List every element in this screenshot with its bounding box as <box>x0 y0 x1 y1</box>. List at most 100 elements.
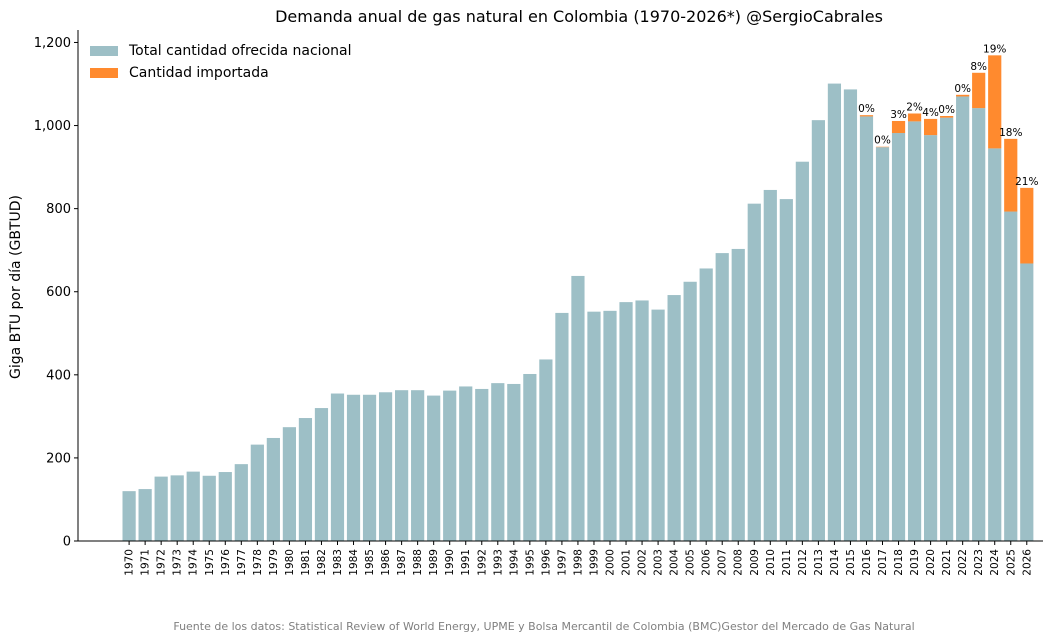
bar-national-1983 <box>330 393 345 541</box>
legend-label-national: Total cantidad ofrecida nacional <box>129 43 352 59</box>
legend-item-imported: Cantidad importada <box>90 62 351 84</box>
bar-imported-2025 <box>1004 138 1018 212</box>
legend-item-national: Total cantidad ofrecida nacional <box>90 40 351 62</box>
bar-national-2023 <box>972 108 986 541</box>
bar-national-1979 <box>266 437 280 541</box>
y-tick-label-800: 800 <box>46 202 71 217</box>
x-tick-label-2012: 2012 <box>797 549 809 576</box>
bar-national-1988 <box>411 390 425 541</box>
bar-national-2017 <box>875 147 890 541</box>
x-tick-label-1978: 1978 <box>252 549 264 576</box>
x-tick-label-2013: 2013 <box>813 549 825 576</box>
x-tick-label-1995: 1995 <box>524 549 536 576</box>
x-tick-label-1989: 1989 <box>428 549 440 576</box>
x-tick-label-2014: 2014 <box>829 549 841 576</box>
x-tick-label-2019: 2019 <box>909 549 921 576</box>
x-tick-label-2010: 2010 <box>765 549 777 576</box>
bar-national-2001 <box>619 302 633 541</box>
bar-national-2026 <box>1020 263 1034 541</box>
x-tick-label-1997: 1997 <box>556 549 568 576</box>
x-tick-label-2004: 2004 <box>669 549 681 576</box>
x-tick-label-1976: 1976 <box>220 549 232 576</box>
bar-national-1985 <box>362 394 377 541</box>
x-tick-label-2020: 2020 <box>925 549 937 576</box>
x-tick-label-2023: 2023 <box>973 549 985 576</box>
bar-national-2004 <box>667 295 681 541</box>
legend-swatch-national <box>90 46 118 56</box>
bar-imported-2024 <box>988 55 1002 149</box>
bar-national-2020 <box>924 135 938 542</box>
bar-national-1991 <box>459 386 473 541</box>
legend-label-imported: Cantidad importada <box>129 65 269 81</box>
bar-national-1993 <box>491 383 505 541</box>
bar-national-2021 <box>940 117 954 541</box>
legend-swatch-imported <box>90 68 118 78</box>
x-tick-label-1975: 1975 <box>204 549 216 576</box>
annotation-2020: 4% <box>922 107 939 119</box>
annotation-2023: 8% <box>970 61 987 73</box>
bar-national-1981 <box>298 418 313 541</box>
x-tick-label-2007: 2007 <box>717 549 729 576</box>
annotation-2017: 0% <box>874 135 891 147</box>
bar-imported-2018 <box>891 120 906 134</box>
source-note: Fuente de los datos: Statistical Review … <box>173 620 915 633</box>
bar-national-2002 <box>635 300 649 541</box>
x-tick-label-1974: 1974 <box>188 549 200 576</box>
x-tick-label-1993: 1993 <box>492 549 504 576</box>
bar-imported-2026 <box>1020 187 1034 264</box>
y-tick-label-0: 0 <box>63 535 71 550</box>
annotation-2026: 21% <box>1015 176 1038 188</box>
annotation-2022: 0% <box>954 83 971 95</box>
x-tick-label-2006: 2006 <box>701 549 713 576</box>
x-tick-label-2002: 2002 <box>637 549 649 576</box>
x-tick-label-1999: 1999 <box>588 549 600 576</box>
bar-national-2006 <box>699 268 713 541</box>
x-tick-label-2003: 2003 <box>653 549 665 576</box>
x-tick-label-2024: 2024 <box>989 549 1001 576</box>
bar-national-2016 <box>859 116 874 541</box>
bar-national-1986 <box>378 392 393 541</box>
y-tick-label-400: 400 <box>46 368 71 383</box>
bar-national-1974 <box>186 471 200 541</box>
bar-national-2011 <box>779 199 793 541</box>
bar-national-1989 <box>427 395 441 541</box>
x-tick-label-1977: 1977 <box>236 549 248 576</box>
bar-national-1997 <box>555 312 569 541</box>
annotation-2019: 2% <box>906 102 923 114</box>
bar-national-2024 <box>988 148 1002 541</box>
x-tick-label-1985: 1985 <box>364 549 376 576</box>
bar-imported-2023 <box>972 72 986 109</box>
y-tick-label-1000: 1,000 <box>34 119 71 134</box>
x-tick-label-2009: 2009 <box>749 549 761 576</box>
x-tick-label-2005: 2005 <box>685 549 697 576</box>
x-tick-label-2016: 2016 <box>861 549 873 576</box>
bar-national-1984 <box>346 394 361 541</box>
bar-national-1987 <box>395 390 409 541</box>
annotation-2016: 0% <box>858 103 875 115</box>
bar-national-1977 <box>234 464 248 541</box>
bar-imported-2019 <box>907 113 922 122</box>
bar-national-1972 <box>154 476 168 541</box>
x-tick-label-1994: 1994 <box>508 549 520 576</box>
bar-national-1982 <box>314 408 329 541</box>
x-tick-label-2008: 2008 <box>733 549 745 576</box>
bar-national-1975 <box>202 475 216 541</box>
x-tick-label-2026: 2026 <box>1021 549 1033 576</box>
bar-national-1978 <box>250 444 264 541</box>
x-tick-label-1992: 1992 <box>476 549 488 576</box>
x-tick-label-1972: 1972 <box>156 549 168 576</box>
y-tick-label-1200: 1,200 <box>34 36 71 51</box>
bar-imported-2020 <box>924 118 938 136</box>
bar-national-2013 <box>811 120 825 542</box>
bar-imported-2016 <box>859 115 874 117</box>
x-tick-label-2000: 2000 <box>605 549 617 576</box>
x-tick-label-1970: 1970 <box>124 549 136 576</box>
x-tick-label-2025: 2025 <box>1005 549 1017 576</box>
bar-national-2014 <box>827 83 842 541</box>
bar-national-1971 <box>138 489 152 541</box>
bar-national-2012 <box>795 161 809 541</box>
x-tick-label-1996: 1996 <box>540 549 552 576</box>
y-tick-label-600: 600 <box>46 285 71 300</box>
x-tick-label-1983: 1983 <box>332 549 344 576</box>
legend: Total cantidad ofrecida nacional Cantida… <box>90 40 351 84</box>
